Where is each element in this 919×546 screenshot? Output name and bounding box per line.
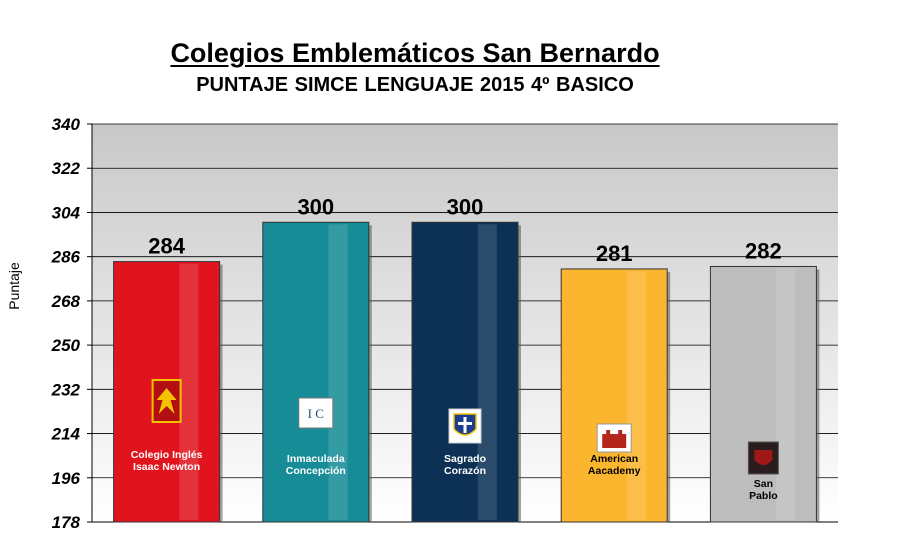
bar [709, 265, 817, 523]
eagle-shape [156, 388, 177, 414]
bar-highlight [626, 270, 646, 520]
bar-highlight [328, 224, 348, 520]
crest-letters: I C [308, 406, 324, 421]
bar-value-label: 284 [148, 234, 185, 259]
bar-category-label: Pablo [749, 490, 778, 502]
bar-value-label: 281 [596, 241, 633, 266]
y-tick-label: 250 [51, 336, 81, 355]
bar-category-label: Isaac Newton [133, 461, 200, 473]
bar-highlight [776, 268, 796, 520]
eagle-crest-icon [151, 379, 182, 423]
y-tick-label: 268 [51, 292, 81, 311]
chart-title: Colegios Emblemáticos San Bernardo [170, 38, 660, 68]
dark-shield-crest-icon [747, 441, 779, 475]
bar [560, 268, 668, 523]
bar-highlight [179, 263, 199, 520]
y-tick-label: 178 [52, 513, 81, 532]
y-tick-label: 322 [52, 159, 81, 178]
y-tick-label: 304 [52, 203, 81, 222]
bar-category-label: American [590, 453, 638, 465]
bar-highlight [477, 224, 497, 520]
castle-crest-icon [596, 423, 632, 453]
y-tick-label: 286 [51, 248, 81, 267]
bar-value-label: 282 [745, 238, 782, 263]
shield-crest-icon [448, 408, 482, 444]
bar [411, 221, 519, 523]
bar-category-label: Colegio Inglés [131, 449, 203, 461]
bar-value-label: 300 [447, 194, 484, 219]
bar-category-label: Sagrado [444, 453, 486, 465]
bar-category-label: San [754, 478, 773, 490]
castle-shape [602, 430, 627, 448]
cross-horizontal [458, 422, 472, 425]
shield-shape [754, 450, 773, 465]
y-tick-label: 196 [52, 469, 81, 488]
crest-frame [298, 397, 334, 429]
y-tick-label: 232 [51, 380, 81, 399]
y-tick-label: 340 [52, 115, 81, 134]
y-tick-label: 214 [51, 425, 81, 444]
bar-category-label: Aacademy [588, 465, 641, 477]
bar-category-label: Inmaculada [287, 453, 345, 465]
bar [262, 221, 370, 523]
bar-category-label: Concepción [286, 465, 346, 477]
bar-category-label: Corazón [444, 465, 486, 477]
chart-subtitle: PUNTAJE SIMCE LENGUAJE 2015 4º BASICO [196, 74, 634, 96]
bar-value-label: 300 [297, 194, 334, 219]
ic-crest-icon: I C [298, 397, 334, 429]
